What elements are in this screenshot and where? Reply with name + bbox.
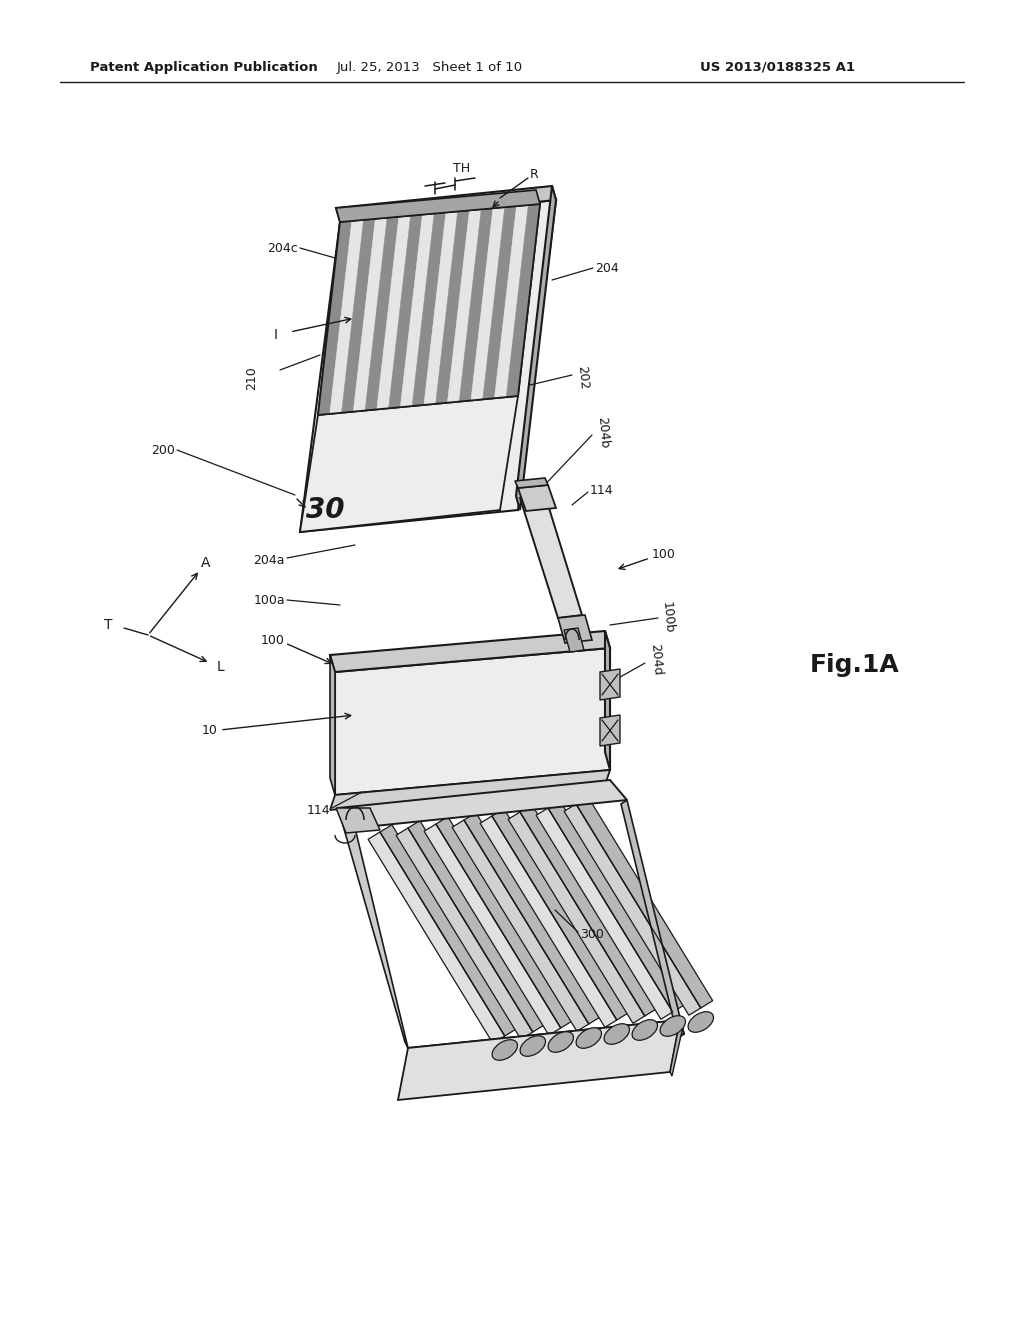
Text: T: T xyxy=(104,618,113,632)
Polygon shape xyxy=(453,820,589,1031)
Polygon shape xyxy=(396,828,532,1039)
Text: R: R xyxy=(530,169,539,181)
Polygon shape xyxy=(366,216,398,411)
Text: 202: 202 xyxy=(575,366,590,391)
Polygon shape xyxy=(300,396,518,532)
Polygon shape xyxy=(605,631,610,770)
Polygon shape xyxy=(330,631,610,672)
Polygon shape xyxy=(335,648,610,795)
Text: 100: 100 xyxy=(652,549,676,561)
Polygon shape xyxy=(300,201,556,532)
Polygon shape xyxy=(495,205,528,399)
Text: US 2013/0188325 A1: US 2013/0188325 A1 xyxy=(700,61,855,74)
Polygon shape xyxy=(575,797,713,1008)
Polygon shape xyxy=(336,190,540,222)
Text: 100: 100 xyxy=(261,634,285,647)
Text: Jul. 25, 2013   Sheet 1 of 10: Jul. 25, 2013 Sheet 1 of 10 xyxy=(337,61,523,74)
Text: TH: TH xyxy=(454,161,471,174)
Text: Patent Application Publication: Patent Application Publication xyxy=(90,61,317,74)
Text: 10: 10 xyxy=(202,723,218,737)
Polygon shape xyxy=(330,655,335,795)
Text: I: I xyxy=(274,327,278,342)
Polygon shape xyxy=(492,809,629,1020)
Polygon shape xyxy=(380,825,517,1036)
Polygon shape xyxy=(600,715,620,746)
Ellipse shape xyxy=(520,1036,546,1056)
Text: 100b: 100b xyxy=(660,602,676,635)
Polygon shape xyxy=(558,615,592,643)
Ellipse shape xyxy=(632,1020,657,1040)
Text: 114: 114 xyxy=(590,483,613,496)
Polygon shape xyxy=(368,832,505,1043)
Polygon shape xyxy=(318,220,352,414)
Text: 300: 300 xyxy=(580,928,604,941)
Text: Fig.1A: Fig.1A xyxy=(810,653,900,677)
Text: 204a: 204a xyxy=(254,553,285,566)
Polygon shape xyxy=(388,215,422,408)
Ellipse shape xyxy=(548,1032,573,1052)
Polygon shape xyxy=(537,808,673,1019)
Polygon shape xyxy=(436,817,572,1028)
Polygon shape xyxy=(342,219,375,413)
Text: 204: 204 xyxy=(595,261,618,275)
Polygon shape xyxy=(670,1020,684,1076)
Text: 114: 114 xyxy=(306,804,330,817)
Polygon shape xyxy=(520,805,656,1016)
Polygon shape xyxy=(435,210,469,404)
Polygon shape xyxy=(564,628,584,652)
Polygon shape xyxy=(398,1020,680,1100)
Polygon shape xyxy=(520,495,582,618)
Ellipse shape xyxy=(604,1024,630,1044)
Text: 204b: 204b xyxy=(595,416,610,449)
Polygon shape xyxy=(621,800,684,1038)
Polygon shape xyxy=(424,211,458,405)
Polygon shape xyxy=(548,801,685,1012)
Polygon shape xyxy=(518,484,556,511)
Polygon shape xyxy=(338,808,408,1048)
Polygon shape xyxy=(318,205,540,414)
Polygon shape xyxy=(424,824,561,1035)
Text: 210: 210 xyxy=(245,366,258,389)
Polygon shape xyxy=(400,214,434,407)
Polygon shape xyxy=(471,207,505,400)
Text: 200: 200 xyxy=(152,444,175,457)
Polygon shape xyxy=(353,218,387,412)
Text: 204c: 204c xyxy=(267,242,298,255)
Polygon shape xyxy=(377,215,411,409)
Polygon shape xyxy=(515,478,548,488)
Polygon shape xyxy=(336,186,556,222)
Ellipse shape xyxy=(577,1028,601,1048)
Text: L: L xyxy=(216,660,224,675)
Text: 30: 30 xyxy=(306,496,344,524)
Polygon shape xyxy=(459,209,493,401)
Text: A: A xyxy=(202,556,211,570)
Polygon shape xyxy=(564,804,700,1015)
Text: 100a: 100a xyxy=(253,594,285,606)
Polygon shape xyxy=(447,210,481,403)
Polygon shape xyxy=(330,220,364,414)
Polygon shape xyxy=(464,813,601,1024)
Polygon shape xyxy=(482,206,516,400)
Ellipse shape xyxy=(660,1015,685,1036)
Polygon shape xyxy=(408,1020,684,1063)
Ellipse shape xyxy=(493,1040,517,1060)
Polygon shape xyxy=(330,770,610,810)
Polygon shape xyxy=(338,780,627,828)
Ellipse shape xyxy=(688,1011,714,1032)
Polygon shape xyxy=(336,808,380,833)
Polygon shape xyxy=(506,205,540,397)
Polygon shape xyxy=(480,816,616,1027)
Polygon shape xyxy=(508,812,645,1023)
Polygon shape xyxy=(412,213,445,407)
Polygon shape xyxy=(600,669,620,700)
Polygon shape xyxy=(408,821,545,1032)
Text: 204d: 204d xyxy=(648,644,664,676)
Polygon shape xyxy=(516,186,556,510)
